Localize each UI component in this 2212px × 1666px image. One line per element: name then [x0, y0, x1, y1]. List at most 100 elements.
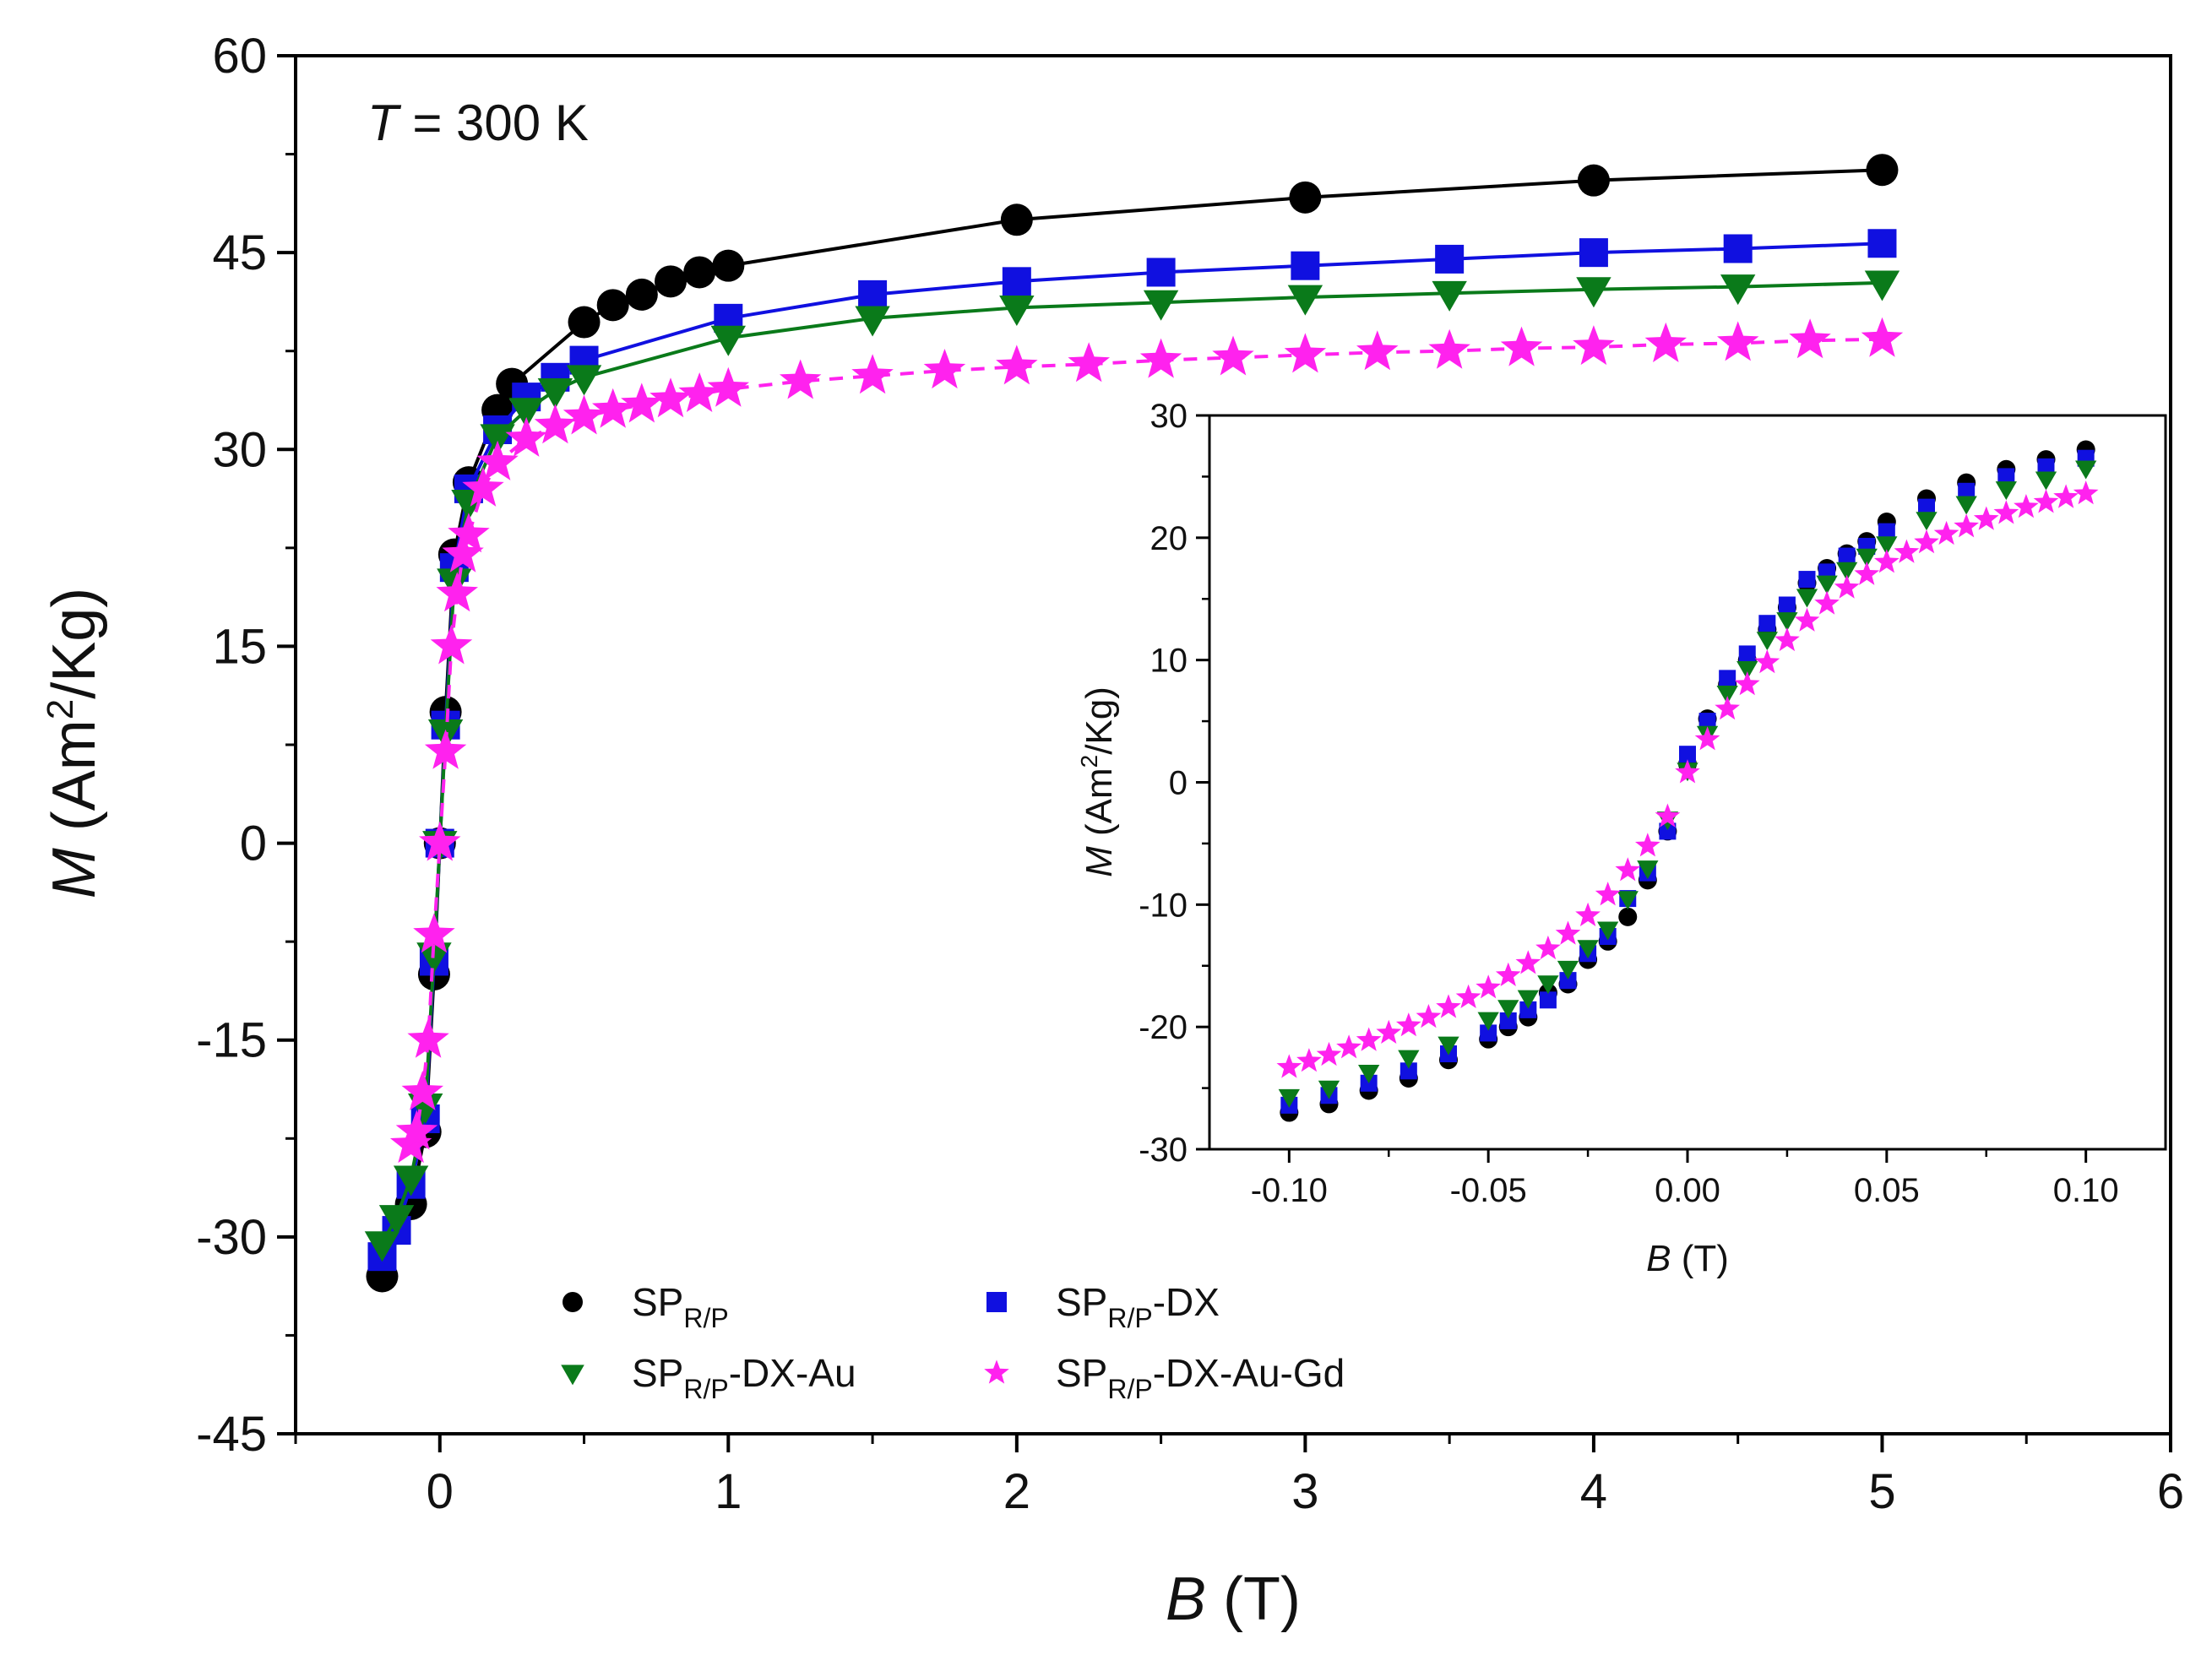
main-data-point [780, 359, 822, 399]
inset-data-point [1396, 1012, 1421, 1037]
main-data-point [568, 306, 601, 339]
main-data-point [364, 1231, 400, 1262]
main-y-axis-unit-b: /Kg) [41, 588, 108, 699]
main-data-point [1212, 335, 1254, 376]
main-data-point [1000, 204, 1033, 236]
inset-x-axis-unit: (T) [1682, 1238, 1729, 1279]
main-y-axis-unit-a: (Am [41, 719, 108, 831]
main-data-point [534, 404, 577, 444]
main-data-point [563, 394, 606, 435]
inset-data-point [1838, 547, 1856, 565]
main-data-point [462, 466, 504, 507]
inset-data-point [1675, 759, 1700, 784]
inset-data-point [1535, 935, 1561, 960]
inset-data-point [1997, 468, 2015, 486]
inset-data-point [1497, 1000, 1519, 1019]
legend-item-sp-dx: SPR/P-DX [986, 1280, 1220, 1333]
main-data-point [1861, 317, 1904, 357]
main-y-tick-label: 60 [212, 29, 267, 84]
inset-data-point [1615, 857, 1641, 882]
main-data-point [655, 265, 687, 298]
inset-data-point [1756, 632, 1778, 651]
main-data-point [393, 1165, 429, 1197]
main-data-point [401, 1070, 443, 1110]
inset-y-axis-symbol: M [1079, 846, 1120, 877]
legend-item-sp: SPR/P [563, 1280, 729, 1333]
inset-x-tick-label: 0.05 [1854, 1172, 1920, 1209]
inset-data-point [2075, 460, 2097, 480]
inset-data-point [1958, 482, 1976, 500]
main-data-point [537, 377, 573, 409]
inset-data-point [1814, 590, 1840, 615]
main-data-point [712, 249, 745, 282]
main-y-tick-label: -15 [196, 1013, 267, 1068]
inset-y-axis-title: M (Am2/Kg) [1076, 686, 1120, 877]
legend-label-sp-dx-au: SPR/P-DX-Au [632, 1351, 856, 1404]
inset-data-point [1416, 1004, 1442, 1028]
inset-data-point [1973, 506, 1999, 530]
main-data-point [419, 821, 461, 861]
inset-data-point [1476, 974, 1501, 999]
main-data-point [378, 1205, 415, 1236]
main-data-point [1867, 229, 1897, 258]
inset-data-point [1698, 713, 1716, 730]
inset-data-point [1834, 574, 1860, 599]
main-x-tick-label: 1 [715, 1464, 742, 1519]
inset-data-point [1539, 991, 1557, 1009]
inset-data-point [1436, 994, 1461, 1018]
inset-data-point [1878, 523, 1895, 540]
inset-y-axis-unit-b: /Kg) [1079, 686, 1120, 755]
main-data-point [678, 372, 720, 412]
inset-data-point [1754, 649, 1780, 674]
main-data-point [1864, 270, 1900, 301]
main-data-point [1139, 338, 1182, 378]
main-data-point [1146, 258, 1176, 287]
inset-series-star [1276, 480, 2099, 1078]
main-data-point [508, 398, 544, 429]
main-data-point [442, 532, 484, 573]
main-data-point [1143, 290, 1179, 321]
main-x-tick-label: 4 [1580, 1464, 1607, 1519]
main-data-point [621, 383, 663, 423]
inset-data-point [1794, 607, 1820, 632]
inset-x-tick-label: -0.10 [1251, 1172, 1328, 1209]
inset-x-tick-label: 0.00 [1655, 1172, 1720, 1209]
main-data-point [649, 377, 692, 418]
inset-data-point [1557, 960, 1579, 980]
inset-data-point [1316, 1041, 1342, 1066]
main-x-axis-unit: (T) [1223, 1566, 1301, 1633]
main-data-point [1866, 154, 1899, 187]
inset-data-point [1914, 529, 1939, 554]
main-data-point [1717, 321, 1759, 361]
inset-data-point [1617, 891, 1639, 910]
inset-data-point [1995, 481, 2017, 501]
inset-y-tick-label: 0 [1169, 765, 1188, 802]
main-series-star [389, 317, 1904, 1164]
main-data-point [1579, 238, 1608, 268]
main-data-point [1435, 244, 1465, 274]
legend-marker-shape [563, 1292, 583, 1312]
annotation-value: = 300 K [399, 95, 589, 151]
main-data-point [923, 349, 966, 389]
inset-y-tick-label: 10 [1150, 643, 1188, 680]
inset-data-point [1398, 1050, 1420, 1069]
inset-data-point [1918, 498, 1935, 516]
main-data-point [1723, 234, 1753, 263]
inset-data-point [2014, 494, 2039, 518]
inset-x-axis-symbol: B [1646, 1238, 1671, 1279]
inset-y-tick-label: -30 [1139, 1131, 1188, 1169]
main-data-point [1789, 318, 1831, 359]
inset-data-point [1519, 1001, 1537, 1018]
main-data-point [1002, 267, 1031, 296]
inset-data-point [1480, 1024, 1497, 1042]
main-data-point [395, 1110, 438, 1150]
main-y-tick-label: -45 [196, 1407, 267, 1462]
main-x-tick-label: 3 [1291, 1464, 1318, 1519]
inset-series [1276, 440, 2099, 1122]
main-data-point [1289, 181, 1322, 214]
inset-data-point [1477, 1012, 1499, 1031]
inset-x-axis-title: B (T) [1646, 1238, 1729, 1279]
main-data-point [424, 729, 467, 769]
